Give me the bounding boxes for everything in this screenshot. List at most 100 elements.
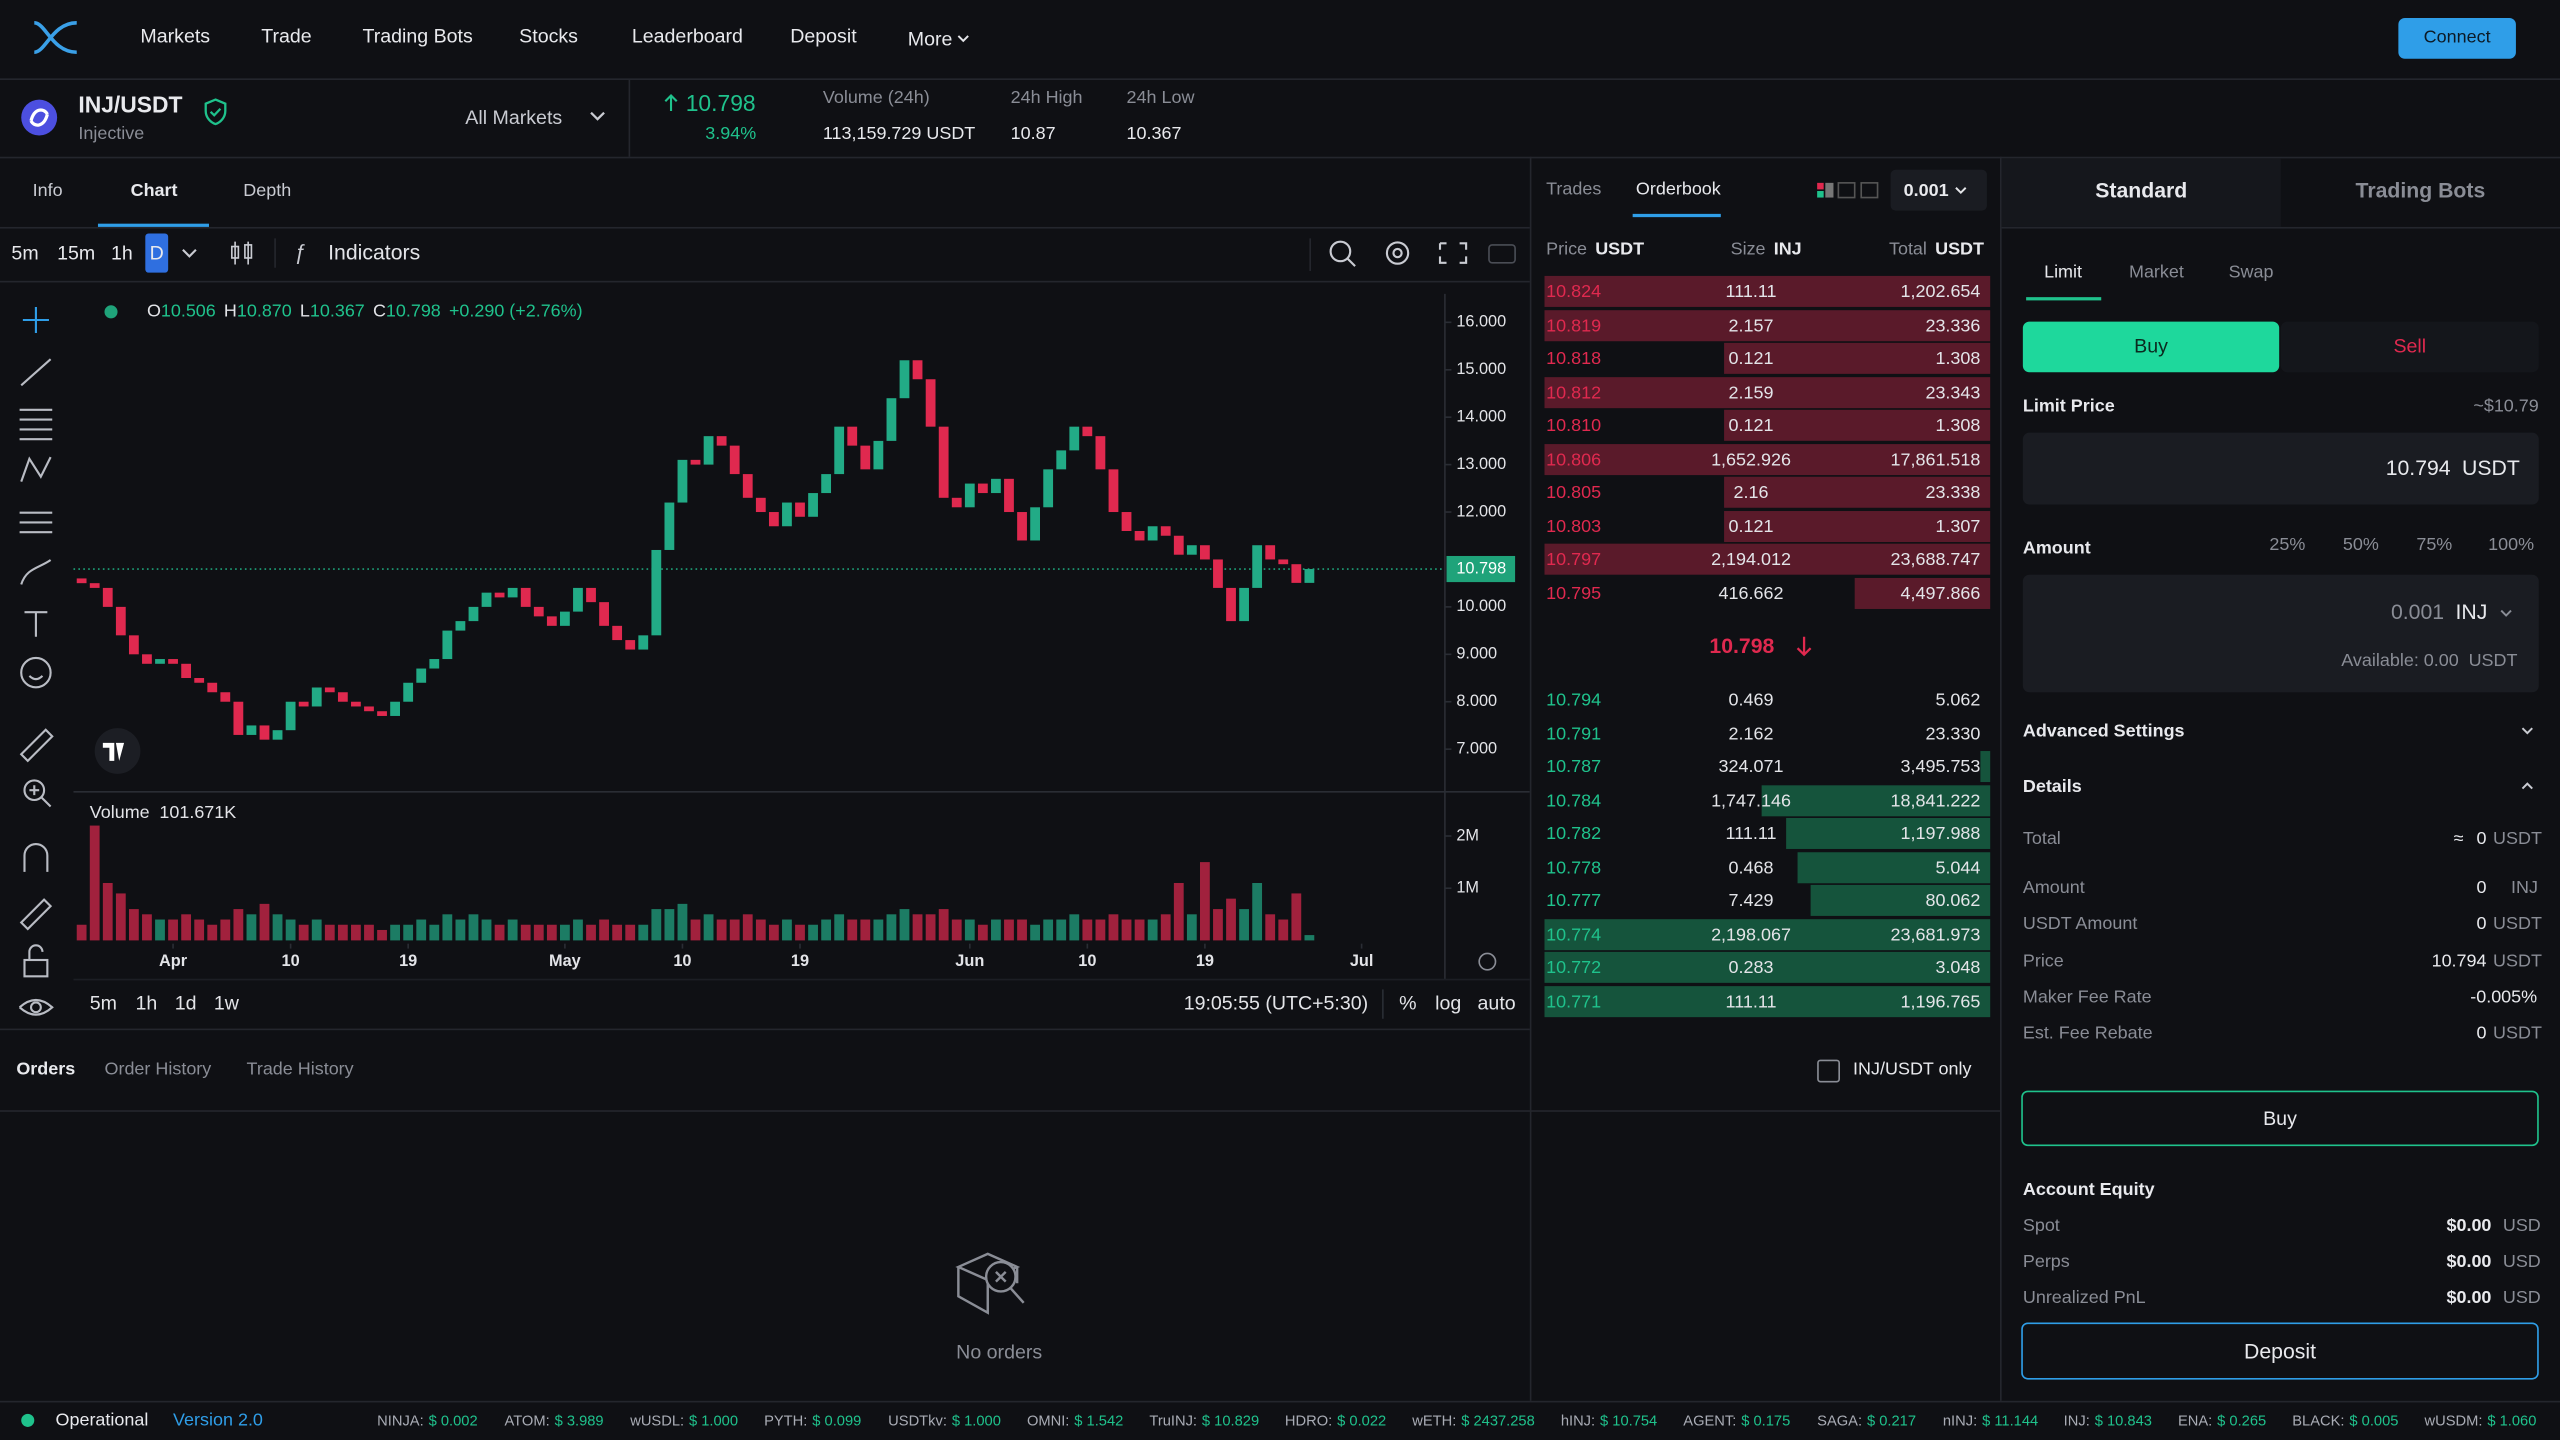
nav-item[interactable]: Deposit [790,24,857,48]
amount-input[interactable] [2022,574,2539,693]
interval[interactable]: 15m [57,241,96,265]
amount-preset[interactable]: 75% [2416,535,2453,556]
chart-tab[interactable]: Chart [130,181,178,201]
volume-bar [755,919,766,941]
volume-bar [1213,909,1223,941]
volume-bar [1278,919,1289,941]
filter-checkbox[interactable] [1817,1059,1840,1083]
nav-item[interactable]: Leaderboard [631,24,743,48]
orders-tab[interactable]: Trade History [246,1059,354,1080]
candle-up [1147,526,1158,541]
candle-up [1252,545,1263,588]
buy-tab[interactable]: Buy [2022,321,2280,373]
depth-bar [1544,986,1991,1018]
orders-tab[interactable]: Orders [16,1059,76,1080]
ticker: ATOM: $ 3.989 [504,1411,603,1431]
candle-up [886,398,897,441]
chart-tab[interactable]: Info [32,181,63,201]
tick-size-select[interactable] [1890,169,1987,211]
volume-bar [494,924,505,941]
limit-price-input[interactable] [2022,432,2539,505]
interval[interactable]: 5m [11,241,39,265]
form-tab[interactable]: Trading Bots [2355,177,2486,203]
ticker: nINJ: $ 11.144 [1943,1411,2038,1431]
nav-item[interactable]: Stocks [519,24,578,48]
orderbook-row: 10.794 0.469 5.062 [1544,684,1990,715]
equity-label: Perps [2022,1252,2070,1272]
details[interactable]: Details [2022,777,2082,797]
candle-up [651,549,662,636]
volume-bar [1173,882,1184,941]
row-price: 10.810 [1546,416,1602,437]
submit-buy[interactable]: Buy [2021,1090,2539,1147]
chart-tab[interactable]: Depth [243,181,292,201]
form-tab[interactable]: Standard [2095,177,2188,203]
row-size: 2.157 [1728,315,1774,336]
volume-bar [351,924,361,941]
depth-bar [1810,885,1991,917]
interval[interactable]: 1h [111,241,133,265]
row-total: 3,495.753 [1900,757,1981,778]
market-selector[interactable]: All Markets [465,106,563,129]
candle-up [573,587,583,612]
ohlc-change: +0.290 (+2.76%) [449,301,583,321]
ticker-symbol: wETH: [1412,1412,1457,1429]
nav-item[interactable]: Trade [261,24,312,48]
sell-tab[interactable]: Sell [2280,321,2539,373]
row-total: 3.048 [1935,959,1981,979]
scale-option: auto [1478,992,1516,1014]
candle-up [416,668,427,683]
book-view-icons[interactable] [1816,180,1885,203]
nav-item[interactable]: Trading Bots [362,24,473,48]
advanced-settings[interactable]: Advanced Settings [2022,721,2185,742]
row-total: 1.308 [1935,349,1981,370]
chevron [2521,782,2533,790]
connect-button[interactable]: Connect [2398,17,2516,59]
deposit-button[interactable]: Deposit [2021,1322,2539,1380]
active-tab-underline [2026,297,2102,301]
amount-preset[interactable]: 25% [2269,535,2306,556]
row-size: 1,652.926 [1711,450,1791,470]
candle-up [155,659,165,664]
logo[interactable] [29,16,81,58]
limit-price-hint: ~$10.79 [2473,396,2539,417]
amount-preset[interactable]: 50% [2342,535,2379,556]
tab-active-bg [2001,158,2281,227]
volume-bar [821,919,832,941]
nav-item[interactable]: Markets [140,24,211,48]
chart-type-icon[interactable] [229,238,255,267]
interval[interactable]: D [145,233,169,273]
orderbook-row: 10.771 111.11 1,196.765 [1544,986,1991,1018]
amount-preset[interactable]: 100% [2488,535,2535,556]
chart-actions[interactable] [1326,237,1522,270]
candle-down [377,711,387,716]
order-type[interactable]: Market [2128,262,2184,283]
indicators-button[interactable]: Indicators [328,239,421,265]
volume-bar [416,919,427,941]
volume-bar [560,924,570,941]
row-price: 10.772 [1546,959,1602,979]
volume-bar [403,924,414,941]
volume-bar [233,909,244,941]
candle-up [1056,450,1067,470]
order-type[interactable]: Swap [2228,262,2274,283]
depth-bar [1544,275,1991,307]
orderbook-tab[interactable]: Orderbook [1635,179,1721,200]
drawing-tools[interactable] [0,294,73,1029]
volume-bar [899,909,910,941]
interval-dropdown[interactable] [180,242,200,265]
orders-tab[interactable]: Order History [104,1059,212,1080]
volume-bar [599,919,609,941]
version[interactable]: Version 2.0 [173,1410,263,1431]
ticker-price: $ 1.000 [689,1412,739,1429]
x-tick-label: 10 [282,952,300,970]
row-size: 0.468 [1728,858,1774,878]
row-price: 10.812 [1546,383,1602,403]
candle-down [977,483,988,494]
detail-label: Maker Fee Rate [2022,987,2152,1008]
row-total: 1,197.988 [1900,824,1981,845]
order-type[interactable]: Limit [2044,262,2083,283]
nav-item[interactable]: More [907,27,953,51]
orderbook-tab[interactable]: Trades [1546,179,1602,200]
candle-down [847,426,858,446]
